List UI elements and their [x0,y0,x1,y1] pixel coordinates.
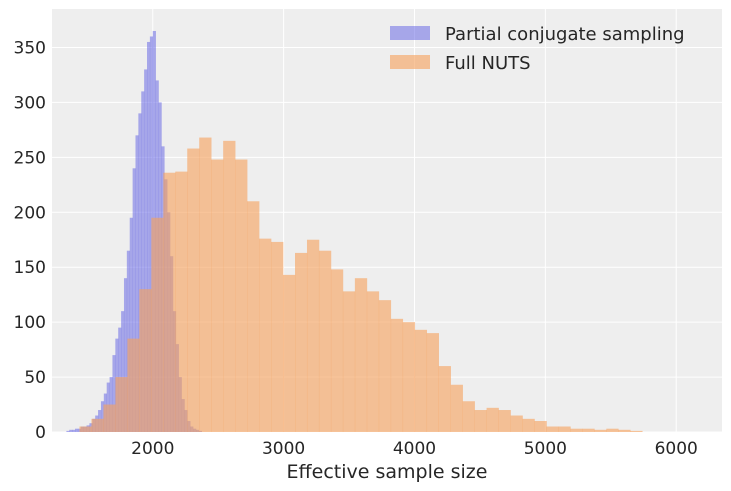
histogram-bar [630,430,643,432]
y-tick-label: 50 [24,368,46,388]
histogram-bar [132,168,136,432]
x-axis-label: Effective sample size [287,461,488,483]
histogram-bar [129,217,133,432]
histogram-bar [618,429,631,432]
histogram-bar [474,410,487,432]
histogram-bar [223,140,236,432]
histogram-bar [318,250,332,432]
histogram-bar [546,426,559,432]
histogram-bar [462,401,475,432]
histogram-bar [606,428,619,432]
histogram-bar [306,239,320,432]
legend-swatch [390,26,430,40]
histogram-bar [295,252,308,432]
y-tick-label: 300 [14,93,46,113]
histogram-bar [594,429,607,432]
y-tick-label: 0 [35,423,46,443]
histogram-bar [135,135,139,432]
histogram-bar [390,318,404,432]
histogram-bar [354,278,368,432]
histogram-bar [271,241,284,432]
y-axis-ticks: 0 50 100 150 200 250 300 350 [14,38,46,443]
x-tick-label: 4000 [393,439,436,459]
histogram-bar [121,311,125,432]
histogram-bar [414,329,428,432]
histogram-bar [79,426,92,432]
legend: Partial conjugate sampling Full NUTS [390,24,685,74]
histogram-bar [123,278,128,432]
histogram-bar [138,113,142,433]
histogram-bar [112,355,116,432]
histogram-bar [402,322,416,432]
x-axis-ticks: 2000 3000 4000 5000 6000 [131,439,698,459]
y-tick-label: 200 [14,203,46,223]
series-full-nuts-bars [79,137,643,433]
legend-label: Full NUTS [445,53,531,74]
y-tick-label: 150 [14,258,46,278]
histogram-bar [378,300,392,432]
histogram-bar [151,217,164,432]
histogram-bar [498,410,511,432]
legend-label: Partial conjugate sampling [445,24,685,45]
histogram-bar [366,291,380,432]
histogram-bar [66,430,70,432]
histogram-bar [522,418,535,432]
x-tick-label: 6000 [655,439,698,459]
histogram-bar [103,404,116,432]
y-tick-label: 100 [14,313,46,333]
histogram-bar [141,91,145,433]
histogram-bar [510,415,523,432]
histogram-bar [283,274,296,432]
histogram-bar [558,426,571,432]
histogram-bar [91,418,104,432]
histogram-bar [582,428,595,432]
histogram-bar [199,137,212,433]
histogram-bar [187,148,200,432]
histogram-bar [450,384,463,432]
histogram-bar [175,171,188,432]
histogram-bar [163,172,176,433]
x-tick-label: 3000 [262,439,305,459]
histogram-bar [147,41,151,433]
histogram-bar [69,429,73,432]
histogram-bar [144,69,148,432]
histogram-bar [75,428,79,432]
y-tick-label: 350 [14,38,46,58]
histogram-bar [127,338,140,432]
histogram-bar [235,159,248,432]
histogram-bar [139,289,152,432]
histogram-bar [115,377,128,432]
x-tick-label: 5000 [524,439,567,459]
histogram-bar [426,333,439,432]
histogram-bar [486,407,499,432]
legend-swatch [390,55,430,69]
histogram-bar [211,159,224,432]
histogram-bar [247,201,260,432]
y-tick-label: 250 [14,148,46,168]
histogram-bar [330,269,344,432]
histogram-bar [100,401,105,432]
x-tick-label: 2000 [131,439,174,459]
histogram-bar [259,238,272,432]
histogram-bar [342,291,356,432]
histogram-bar [72,429,76,432]
histogram-bar [570,428,583,432]
histogram-bar [534,421,547,432]
histogram-bar [438,366,451,432]
